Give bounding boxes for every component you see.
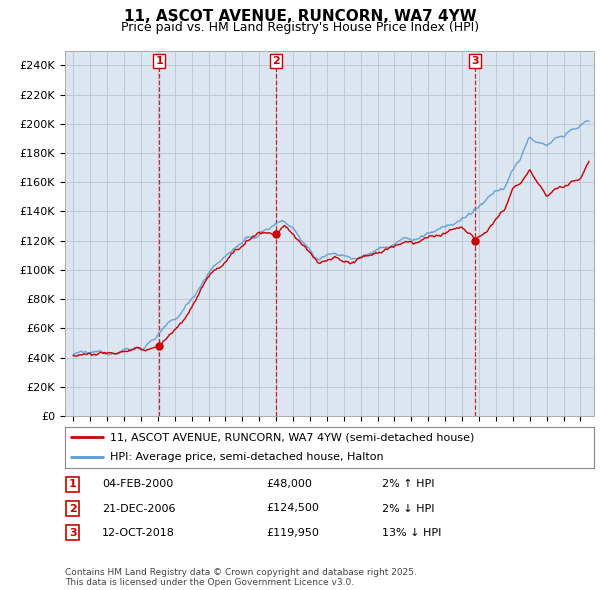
- Text: £124,500: £124,500: [266, 503, 319, 513]
- Text: £48,000: £48,000: [266, 480, 312, 490]
- Text: 2% ↑ HPI: 2% ↑ HPI: [382, 480, 435, 490]
- Text: 3: 3: [69, 527, 77, 537]
- Text: 21-DEC-2006: 21-DEC-2006: [102, 503, 175, 513]
- Text: HPI: Average price, semi-detached house, Halton: HPI: Average price, semi-detached house,…: [110, 451, 383, 461]
- Text: 2: 2: [272, 56, 280, 66]
- Text: 12-OCT-2018: 12-OCT-2018: [102, 527, 175, 537]
- Text: 3: 3: [472, 56, 479, 66]
- Text: 1: 1: [69, 480, 77, 490]
- Text: Price paid vs. HM Land Registry's House Price Index (HPI): Price paid vs. HM Land Registry's House …: [121, 21, 479, 34]
- Text: 11, ASCOT AVENUE, RUNCORN, WA7 4YW: 11, ASCOT AVENUE, RUNCORN, WA7 4YW: [124, 9, 476, 24]
- Text: 11, ASCOT AVENUE, RUNCORN, WA7 4YW (semi-detached house): 11, ASCOT AVENUE, RUNCORN, WA7 4YW (semi…: [110, 432, 474, 442]
- Text: 1: 1: [155, 56, 163, 66]
- Text: Contains HM Land Registry data © Crown copyright and database right 2025.
This d: Contains HM Land Registry data © Crown c…: [65, 568, 416, 587]
- Text: 2: 2: [69, 503, 77, 513]
- Text: 2% ↓ HPI: 2% ↓ HPI: [382, 503, 435, 513]
- Text: 13% ↓ HPI: 13% ↓ HPI: [382, 527, 442, 537]
- Text: 04-FEB-2000: 04-FEB-2000: [102, 480, 173, 490]
- Text: £119,950: £119,950: [266, 527, 319, 537]
